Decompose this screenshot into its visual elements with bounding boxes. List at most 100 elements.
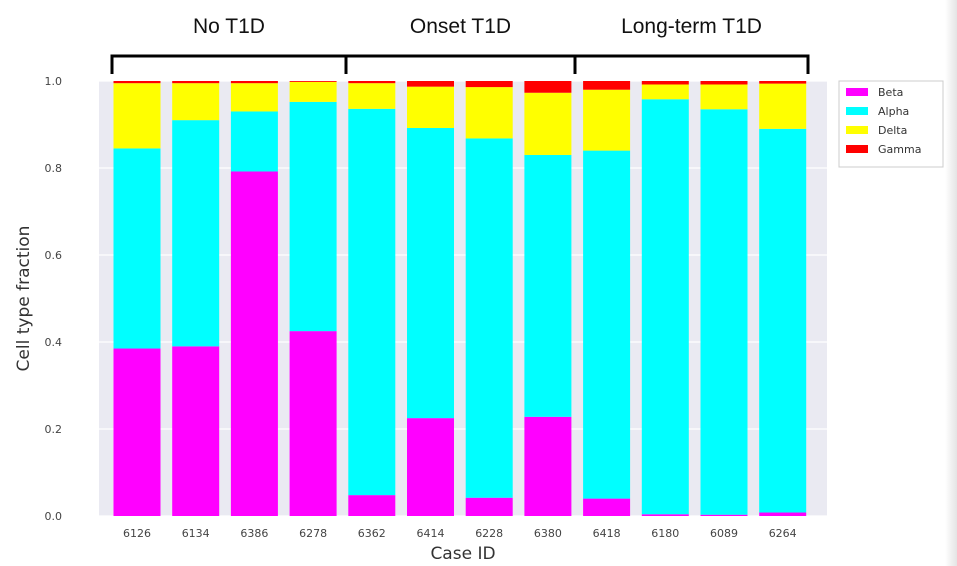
bar-segment-beta <box>583 498 631 516</box>
bar-segment-alpha <box>230 111 278 172</box>
y-tick-label: 0.8 <box>45 162 63 175</box>
y-tick-label: 0.4 <box>45 336 63 349</box>
bar-segment-alpha <box>465 138 513 498</box>
x-tick-label: 6089 <box>710 527 738 540</box>
bar-segment-alpha <box>524 154 572 417</box>
bar-segment-beta <box>113 348 161 516</box>
bar-segment-alpha <box>700 109 748 515</box>
bar-stack-6278 <box>289 81 337 516</box>
bar-segment-delta <box>641 84 689 100</box>
bar-stack-6089 <box>700 81 748 516</box>
x-tick-label: 6418 <box>593 527 621 540</box>
bar-segment-beta <box>348 495 396 516</box>
bar-segment-gamma <box>230 81 278 84</box>
bar-stack-6228 <box>465 81 513 516</box>
bar-segment-alpha <box>407 127 454 419</box>
bar-segment-beta <box>230 171 278 517</box>
bar-segment-delta <box>230 83 278 112</box>
bar-segment-beta <box>524 416 572 516</box>
bar-segment-gamma <box>641 81 689 85</box>
legend-swatch-alpha <box>846 107 868 115</box>
legend-label-alpha: Alpha <box>878 105 909 118</box>
legend: Beta Alpha Delta Gamma <box>838 80 944 168</box>
group-label: Long-term T1D <box>621 15 762 38</box>
bar-segment-gamma <box>113 81 161 84</box>
x-tick-label: 6180 <box>651 527 679 540</box>
x-tick-label: 6414 <box>417 527 445 540</box>
bar-segment-beta <box>700 514 748 516</box>
bar-segment-delta <box>289 81 337 102</box>
bar-segment-beta <box>465 497 513 516</box>
bar-segment-delta <box>700 84 748 110</box>
bar-segment-alpha <box>113 148 161 349</box>
group-label: No T1D <box>193 15 265 38</box>
bar-segment-delta <box>583 89 631 151</box>
bar-segment-gamma <box>407 81 454 87</box>
legend-swatch-gamma <box>846 145 868 153</box>
bar-stack-6264 <box>759 81 807 516</box>
bar-segment-alpha <box>289 101 337 332</box>
bar-segment-beta <box>759 512 807 516</box>
x-tick-label: 6386 <box>240 527 268 540</box>
right-edge-shadow <box>945 0 957 566</box>
bar-segment-alpha <box>641 99 689 515</box>
group-bracket <box>344 54 577 74</box>
y-axis-label: Cell type fraction <box>14 226 34 372</box>
bar-segment-beta <box>641 514 689 516</box>
bar-stack-6380 <box>524 81 572 516</box>
x-tick-label: 6264 <box>769 527 797 540</box>
bar-segment-beta <box>289 331 337 516</box>
group-brackets: No T1D Onset T1D Long-term T1D <box>110 15 810 74</box>
legend-swatch-delta <box>846 126 868 134</box>
bar-segment-gamma <box>172 81 220 84</box>
x-tick-label: 6278 <box>299 527 327 540</box>
bar-segment-beta <box>172 346 220 516</box>
bar-segment-gamma <box>583 81 631 90</box>
bar-stack-6134 <box>172 81 220 516</box>
bar-segment-gamma <box>700 81 748 85</box>
bar-segment-delta <box>465 87 513 139</box>
bar-stack-6414 <box>407 81 454 516</box>
group-bracket <box>110 54 348 74</box>
y-tick-label: 0.2 <box>45 423 63 436</box>
legend-label-beta: Beta <box>878 86 903 99</box>
x-tick-label: 6362 <box>358 527 386 540</box>
y-tick-labels: 0.0 0.2 0.4 0.6 0.8 1.0 <box>45 75 63 523</box>
bar-segment-alpha <box>172 120 220 347</box>
bar-stack-6362 <box>348 81 396 516</box>
bar-segment-gamma <box>465 81 513 88</box>
bar-segment-delta <box>348 83 396 109</box>
bar-stack-6180 <box>641 81 689 516</box>
x-axis-label: Case ID <box>430 544 495 564</box>
bar-segment-delta <box>407 86 454 128</box>
y-tick-label: 0.6 <box>45 249 63 262</box>
legend-label-gamma: Gamma <box>878 143 921 156</box>
bars-layer <box>113 81 807 517</box>
y-tick-label: 0.0 <box>45 510 63 523</box>
x-tick-label: 6134 <box>182 527 210 540</box>
bar-segment-gamma <box>348 81 396 84</box>
group-label: Onset T1D <box>410 15 511 38</box>
bar-segment-delta <box>524 92 572 155</box>
bar-segment-delta <box>113 83 161 149</box>
y-tick-label: 1.0 <box>45 75 63 88</box>
bar-stack-6386 <box>230 81 278 517</box>
x-tick-label: 6126 <box>123 527 151 540</box>
bar-segment-delta <box>172 83 220 121</box>
legend-label-delta: Delta <box>878 124 907 137</box>
legend-swatch-beta <box>846 88 868 96</box>
x-tick-labels: 6126 6134 6386 6278 6362 6414 6228 6380 6418 6180… <box>123 527 797 540</box>
bar-stack-6126 <box>113 81 161 516</box>
bar-segment-gamma <box>524 81 572 93</box>
bar-stack-6418 <box>583 81 631 516</box>
group-bracket <box>573 54 810 74</box>
bar-segment-alpha <box>759 128 807 513</box>
bar-segment-gamma <box>289 81 337 82</box>
bar-segment-delta <box>759 83 807 129</box>
bar-segment-alpha <box>583 150 631 499</box>
bar-segment-alpha <box>348 108 396 496</box>
bar-segment-gamma <box>759 81 807 84</box>
x-tick-label: 6228 <box>475 527 503 540</box>
